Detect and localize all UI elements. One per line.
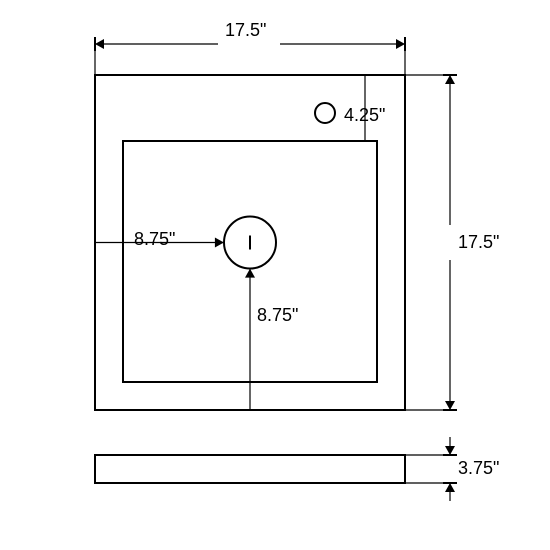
drain-cx-label: 8.75" bbox=[134, 229, 175, 250]
width-dimension-label: 17.5" bbox=[225, 20, 266, 41]
thickness-label: 3.75" bbox=[458, 458, 499, 479]
drain-cy-label: 8.75" bbox=[257, 305, 298, 326]
dimension-diagram: 17.5" 17.5" 4.25" 8.75" 8.75" 3.75" bbox=[0, 0, 550, 550]
faucet-offset-label: 4.25" bbox=[344, 105, 385, 126]
height-dimension-label: 17.5" bbox=[458, 232, 499, 253]
